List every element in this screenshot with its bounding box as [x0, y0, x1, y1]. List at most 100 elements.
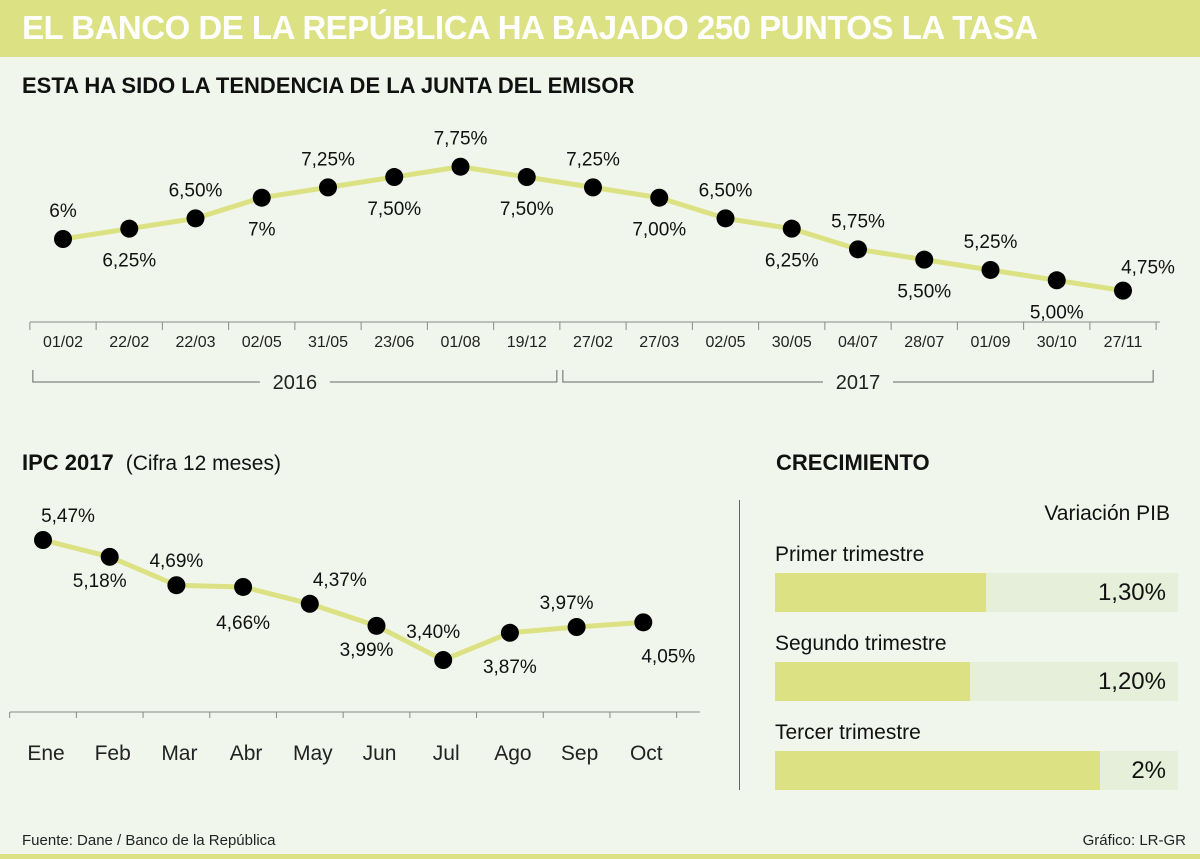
data-label: 7,75%	[434, 129, 488, 150]
data-label: 6,50%	[169, 180, 223, 201]
ipc-title: IPC 2017	[22, 450, 114, 475]
pib-bar-row: Segundo trimestre 1,20%	[775, 632, 1178, 701]
footer-bar	[0, 854, 1200, 859]
data-point	[300, 594, 319, 613]
series-line	[42, 537, 644, 663]
x-tick-label: Ene	[27, 742, 64, 765]
data-point	[517, 168, 536, 187]
year-bracket	[32, 370, 558, 383]
data-point	[1114, 281, 1132, 300]
year-label: 2016	[273, 372, 318, 394]
year-bracket	[562, 370, 1154, 383]
data-label: 6,25%	[765, 251, 819, 272]
data-point	[167, 576, 186, 595]
pib-bar-row: Tercer trimestre 2%	[775, 721, 1178, 790]
x-tick-label: 19/12	[507, 334, 547, 351]
bar-value-label: 1,20%	[1097, 668, 1166, 695]
data-label: 5,18%	[73, 571, 127, 592]
data-point	[1047, 271, 1066, 290]
data-point	[500, 623, 519, 642]
x-tick-label: 30/10	[1037, 334, 1077, 351]
source: Fuente: Dane / Banco de la República	[22, 832, 276, 849]
data-point	[782, 219, 801, 238]
x-tick-label: 27/03	[639, 334, 679, 351]
data-point	[385, 168, 404, 187]
data-point	[584, 178, 602, 197]
data-point	[849, 240, 867, 259]
data-point	[252, 188, 271, 207]
data-label: 4,69%	[149, 551, 203, 572]
x-tick-label: 02/05	[705, 334, 745, 351]
x-tick-label: 22/02	[109, 334, 149, 351]
ipc-line-chart: 5,47% 5,18% 4,69% 4,66% 4,37% 3,99% 3,40% 3,87%…	[9, 506, 700, 765]
divider	[739, 500, 740, 790]
bar-track: 2%	[775, 751, 1178, 790]
data-label: 5,00%	[1030, 302, 1084, 323]
bar-value-label: 1,30%	[1097, 579, 1166, 606]
data-label: 7,50%	[367, 199, 421, 220]
x-tick-label: Jul	[433, 742, 460, 765]
data-label: 7%	[248, 220, 276, 241]
data-label: 3,40%	[406, 622, 460, 643]
data-point	[567, 618, 586, 636]
data-label: 7,00%	[632, 220, 686, 241]
data-point	[319, 178, 337, 197]
x-tick-label: 27/02	[573, 334, 613, 351]
data-label: 4,05%	[641, 646, 695, 667]
x-tick-label: 01/08	[440, 334, 480, 351]
bar-track: 1,20%	[775, 662, 1178, 701]
bar-fill	[775, 751, 1100, 790]
pib-bar-row: Primer trimestre 1,30%	[775, 543, 1178, 612]
x-tick-label: Feb	[95, 742, 131, 765]
x-tick-label: Jun	[363, 742, 397, 765]
x-tick-label: Oct	[630, 742, 663, 765]
data-point	[54, 230, 72, 248]
growth-title: CRECIMIENTO	[776, 450, 930, 475]
x-tick-label: 01/09	[970, 334, 1010, 351]
bar-category-label: Tercer trimestre	[775, 721, 921, 744]
data-point	[650, 188, 669, 207]
x-tick-label: 28/07	[904, 334, 944, 351]
data-label: 5,47%	[41, 506, 95, 527]
ipc-chart-title: IPC 2017 (Cifra 12 meses)	[22, 450, 281, 476]
data-label: 4,66%	[216, 613, 270, 634]
x-tick-label: May	[293, 742, 333, 765]
data-point	[451, 157, 470, 176]
data-point	[120, 219, 139, 238]
data-point	[186, 209, 205, 228]
x-tick-label: Abr	[230, 742, 263, 765]
pib-series-label: Variación PIB	[1044, 502, 1170, 525]
x-tick-label: 23/06	[374, 334, 414, 351]
x-tick-label: 02/05	[242, 334, 282, 351]
bar-category-label: Segundo trimestre	[775, 632, 947, 655]
bar-track: 1,30%	[775, 573, 1178, 612]
data-label: 5,50%	[897, 282, 951, 303]
data-label: 4,37%	[313, 570, 367, 591]
data-point	[634, 613, 653, 632]
x-tick-label: 01/02	[43, 334, 83, 351]
data-label: 3,99%	[340, 640, 394, 661]
data-label: 6,50%	[699, 180, 753, 201]
year-label: 2017	[836, 372, 881, 394]
data-point	[34, 531, 52, 549]
x-tick-label: 30/05	[772, 334, 812, 351]
x-tick-label: Mar	[161, 742, 197, 765]
data-label: 7,50%	[500, 199, 554, 220]
x-tick-label: Ago	[494, 742, 531, 765]
data-point	[234, 577, 253, 596]
data-label: 5,75%	[831, 211, 885, 232]
data-point	[100, 547, 119, 566]
data-point	[367, 616, 386, 635]
x-tick-label: 22/03	[175, 334, 215, 351]
credit: Gráfico: LR-GR	[1082, 832, 1186, 849]
bar-fill	[775, 573, 987, 612]
data-label: 5,25%	[964, 232, 1018, 253]
ipc-subtitle: (Cifra 12 meses)	[125, 452, 281, 475]
rate-line-chart: 6% 6,25% 6,50% 7% 7,25% 7,50% 7,75% 7,50% 7,25% 7…	[29, 129, 1175, 394]
data-point	[434, 651, 453, 670]
bar-value-label: 2%	[1131, 757, 1166, 784]
title-banner: EL BANCO DE LA REPÚBLICA HA BAJADO 250 P…	[0, 0, 1200, 57]
data-label: 3,87%	[483, 657, 537, 678]
data-point	[915, 250, 934, 269]
